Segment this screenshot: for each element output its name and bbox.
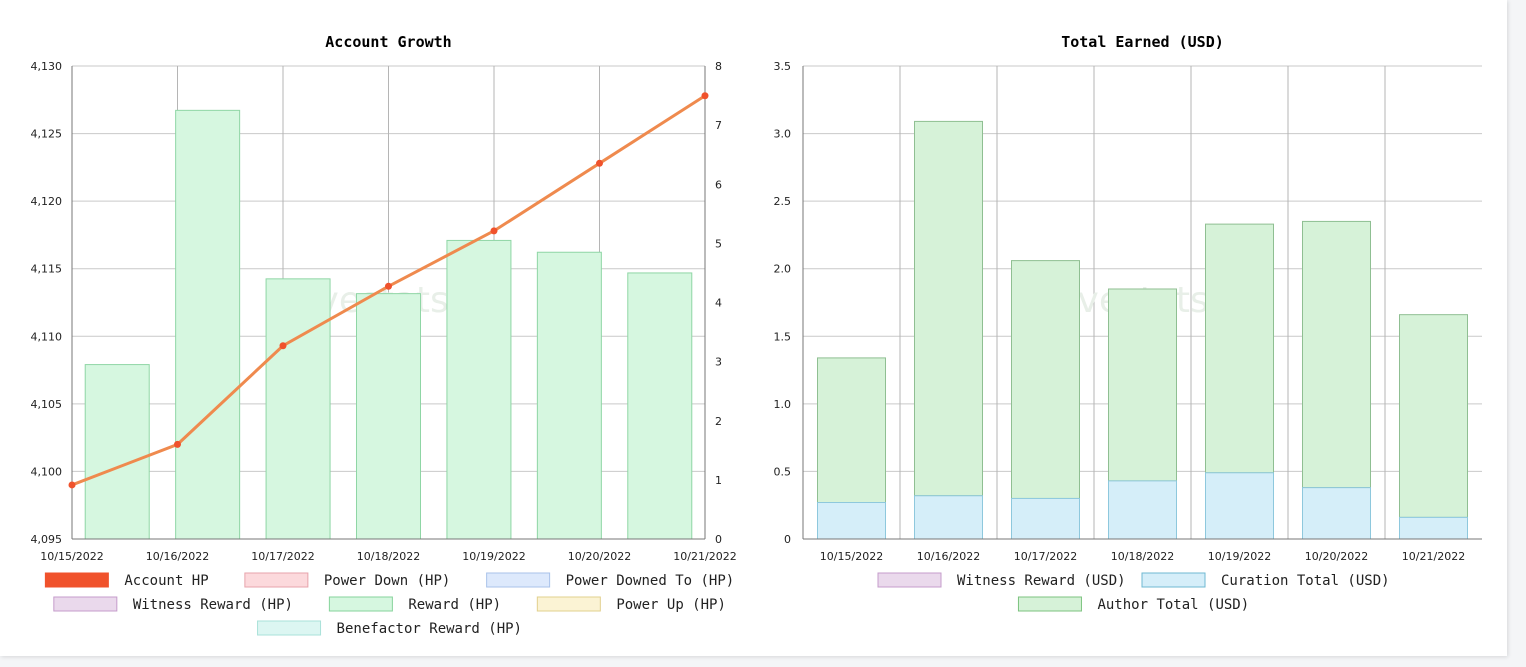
author-total-bar (1399, 314, 1468, 518)
x-tick-label: 10/21/2022 (673, 550, 736, 563)
x-tick-label: 10/19/2022 (462, 550, 525, 563)
curation-total-bar (1011, 497, 1080, 540)
y2-tick-label: 6 (715, 178, 722, 191)
x-tick-label: 10/20/2022 (1305, 550, 1368, 563)
y2-tick-label: 3 (715, 356, 722, 369)
account-hp-point (490, 227, 498, 235)
author-total-bar (914, 120, 983, 497)
curation-total-bar (1399, 516, 1468, 540)
reward-hp-bar (446, 239, 512, 540)
curation-total-bar (1302, 487, 1371, 540)
y2-tick-label: 0 (715, 533, 722, 546)
total-earned-chart: Total Earned (USD) 0 0.5 1.0 1.5 2.0 2.5 3.0 3.5… (774, 33, 1482, 563)
x-tick-label: 10/17/2022 (251, 550, 314, 563)
legend-label: Author Total (USD) (1097, 597, 1249, 613)
legend-label: Power Up (HP) (616, 597, 726, 613)
legend-swatch (877, 572, 942, 588)
legend-swatch (53, 596, 118, 612)
y2-tick-label: 5 (715, 237, 722, 250)
y2-tick-label: 7 (715, 119, 722, 132)
legend-swatch (486, 572, 551, 588)
chart-title: Total Earned (USD) (1061, 33, 1224, 51)
account-hp-point (174, 440, 181, 448)
y-tick-label: 2.0 (774, 263, 792, 276)
reward-hp-bar (536, 251, 602, 540)
curation-total-bar (1205, 472, 1274, 540)
x-tick-label: 10/16/2022 (917, 550, 980, 563)
y-tick-label: 4,125 (31, 128, 63, 141)
legend-label: Witness Reward (HP) (133, 597, 293, 613)
y-tick-label: 4,095 (31, 533, 63, 546)
author-total-bar (817, 357, 886, 504)
legend-swatch (44, 572, 109, 588)
account-growth-chart: Account Growth 4,095 4,100 4,105 4,110 4,115 4… (31, 33, 737, 563)
legend-label: Witness Reward (USD) (957, 573, 1126, 589)
legend-swatch (328, 596, 393, 612)
y-tick-label: 0.5 (774, 465, 792, 478)
curation-total-bar (1108, 480, 1177, 540)
x-tick-label: 10/20/2022 (568, 550, 631, 563)
legend-swatch (1017, 596, 1082, 612)
y-tick-label: 3.5 (774, 60, 792, 73)
legend-label: Power Downed To (HP) (566, 573, 735, 589)
x-tick-label: 10/21/2022 (1402, 550, 1465, 563)
y2-tick-label: 2 (715, 415, 722, 428)
y-tick-label: 4,120 (31, 195, 63, 208)
reward-hp-bar (175, 109, 241, 540)
legend-label: Power Down (HP) (324, 573, 450, 589)
legend-label: Curation Total (USD) (1221, 573, 1390, 589)
legend-label: Benefactor Reward (HP) (337, 621, 522, 637)
account-hp-point (385, 282, 392, 290)
y-tick-label: 4,100 (31, 465, 63, 478)
x-tick-label: 10/19/2022 (1208, 550, 1271, 563)
author-total-bar (1205, 223, 1274, 474)
y-tick-label: 2.5 (774, 195, 792, 208)
legend-swatch (244, 572, 309, 588)
reward-hp-bar (627, 272, 693, 540)
x-tick-label: 10/16/2022 (146, 550, 209, 563)
account-hp-point (701, 92, 709, 100)
x-tick-label: 10/18/2022 (1111, 550, 1174, 563)
reward-hp-bar (356, 293, 421, 540)
x-tick-label: 10/15/2022 (820, 550, 883, 563)
y-tick-label: 4,105 (31, 398, 63, 411)
account-hp-point (596, 159, 603, 167)
legend-label: Account HP (124, 573, 208, 589)
x-tick-label: 10/17/2022 (1014, 550, 1077, 563)
curation-total-bar (914, 495, 983, 540)
y2-tick-label: 1 (715, 474, 722, 487)
legend-swatch (536, 596, 601, 612)
y-tick-label: 1.0 (774, 398, 792, 411)
y2-tick-label: 4 (715, 297, 722, 310)
author-total-bar (1108, 288, 1177, 482)
account-hp-point (68, 481, 76, 489)
chart-title: Account Growth (325, 33, 451, 51)
y-tick-label: 1.5 (774, 330, 792, 343)
y2-tick-label: 8 (715, 60, 722, 73)
reward-hp-bar (84, 364, 150, 540)
stats-card: Account Growth 4,095 4,100 4,105 4,110 4,115 4… (0, 0, 1507, 656)
reward-hp-bar (265, 278, 331, 540)
legend-swatch (1141, 572, 1206, 588)
y-tick-label: 4,130 (31, 60, 63, 73)
y-tick-label: 4,110 (31, 330, 63, 343)
curation-total-bar (817, 502, 886, 540)
account-hp-point (279, 342, 287, 350)
y-tick-label: 3.0 (774, 128, 792, 141)
x-tick-label: 10/18/2022 (357, 550, 420, 563)
author-total-bar (1302, 220, 1371, 489)
author-total-bar (1011, 260, 1080, 499)
y-tick-label: 4,115 (31, 263, 63, 276)
legend-swatch (257, 620, 322, 636)
legend-label: Reward (HP) (408, 597, 501, 613)
x-tick-label: 10/15/2022 (40, 550, 103, 563)
y-tick-label: 0 (784, 533, 791, 546)
